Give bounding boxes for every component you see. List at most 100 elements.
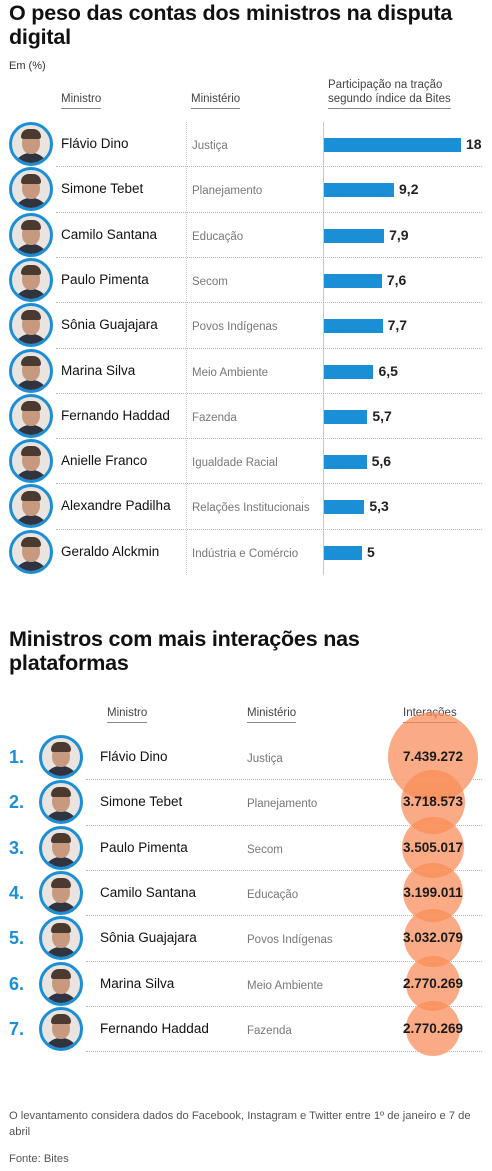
bar (324, 138, 461, 152)
ministry-name: Fazenda (192, 411, 237, 424)
minister-name: Fernando Haddad (100, 1020, 209, 1036)
avatar-body (44, 811, 78, 822)
row-divider (56, 302, 482, 304)
avatar-hair (21, 536, 41, 547)
minister-avatar (39, 916, 83, 961)
bar-value-label: 7,9 (389, 226, 409, 243)
chart1-header-value: Participação na tração segundo índice da… (328, 78, 451, 109)
interactions-value-label: 3.505.017 (402, 839, 464, 855)
minister-avatar (39, 1006, 83, 1051)
minister-avatar (9, 303, 53, 348)
avatar-body (44, 1037, 78, 1048)
avatar-hair (21, 174, 41, 185)
avatar-body (14, 424, 48, 435)
bar-value-label: 7,6 (386, 271, 407, 288)
avatar-hair (51, 877, 71, 888)
row-divider (56, 256, 482, 258)
ministry-name: Meio Ambiente (192, 366, 269, 379)
avatar-body (14, 560, 48, 571)
interactions-value-label: 3.718.573 (402, 794, 464, 810)
row-divider (86, 824, 482, 826)
minister-avatar (9, 484, 53, 529)
rank-number: 4. (9, 882, 25, 903)
ministry-name: Povos Indígenas (192, 321, 278, 334)
row-divider (56, 166, 482, 168)
bar (324, 319, 383, 334)
avatar-body (44, 947, 78, 958)
minister-name: Paulo Pimenta (100, 839, 188, 855)
minister-name: Sônia Guajajara (100, 930, 197, 946)
avatar-hair (21, 400, 41, 411)
ministry-name: Justiça (247, 753, 283, 765)
minister-name: Fernando Haddad (61, 407, 170, 423)
ministry-name: Indústria e Comércio (192, 547, 299, 560)
bar (324, 364, 374, 379)
avatar-body (14, 334, 48, 345)
row-divider (56, 528, 482, 530)
row-divider (86, 1005, 482, 1007)
minister-avatar (39, 735, 83, 779)
ministry-name: Planejamento (192, 185, 263, 198)
minister-name: Anielle Franco (61, 453, 148, 469)
minister-avatar (39, 961, 83, 1006)
bar (324, 545, 363, 560)
avatar-hair (21, 446, 41, 457)
minister-avatar (9, 212, 53, 257)
chart2-title: Ministros com mais interações nas plataf… (9, 627, 360, 675)
avatar-body (14, 470, 48, 481)
avatar-hair (51, 787, 71, 798)
minister-name: Marina Silva (100, 975, 175, 991)
bar (324, 273, 382, 288)
avatar-body (44, 901, 78, 912)
ministry-name: Igualdade Racial (192, 457, 278, 470)
minister-name: Sônia Guajajara (61, 317, 158, 333)
avatar-hair (21, 219, 41, 230)
avatar-body (14, 243, 48, 254)
rank-number: 1. (9, 747, 25, 767)
avatar-body (44, 766, 78, 776)
minister-name: Simone Tebet (61, 181, 144, 197)
ministry-name: Fazenda (247, 1024, 292, 1037)
avatar-hair (51, 968, 71, 979)
avatar-hair (51, 832, 71, 843)
chart2-header-minister: Ministro (107, 706, 148, 723)
minister-name: Paulo Pimenta (61, 271, 149, 287)
bar (324, 183, 395, 198)
minister-name: Simone Tebet (100, 794, 183, 810)
minister-name: Geraldo Alckmin (61, 543, 160, 559)
chart1-value-axis (323, 122, 324, 575)
row-divider (86, 960, 482, 962)
bar (324, 409, 368, 424)
avatar-body (14, 153, 48, 163)
row-divider (56, 438, 482, 440)
bar-value-label: 5,7 (372, 407, 392, 424)
ministry-name: Planejamento (247, 798, 318, 811)
row-divider (56, 347, 482, 349)
chart1-header-value-line2: segundo índice da Bites (328, 93, 451, 105)
bar-value-label: 5,6 (371, 453, 392, 470)
bar-value-label: 5,3 (369, 498, 389, 515)
avatar-body (14, 379, 48, 390)
minister-avatar (9, 348, 53, 393)
minister-name: Marina Silva (61, 362, 136, 378)
footer-note: O levantamento considera dados do Facebo… (9, 1110, 471, 1138)
bar (324, 228, 385, 243)
minister-avatar (39, 825, 83, 870)
chart1-column-divider (186, 122, 187, 575)
avatar-hair (21, 491, 41, 502)
rank-number: 3. (9, 837, 25, 858)
rank-number: 5. (9, 928, 25, 949)
ministry-name: Relações Institucionais (192, 502, 310, 515)
rank-number: 2. (9, 792, 25, 813)
minister-avatar (9, 257, 53, 302)
interactions-value-label: 2.770.269 (402, 975, 464, 991)
minister-name: Camilo Santana (100, 884, 197, 900)
bar-value-label: 7,7 (387, 317, 408, 334)
row-divider (56, 483, 482, 485)
row-divider (86, 915, 482, 917)
minister-avatar (9, 529, 53, 574)
avatar-hair (51, 923, 71, 934)
ministry-name: Meio Ambiente (247, 979, 324, 992)
rank-number: 7. (9, 1018, 25, 1039)
bar-value-label: 18 (466, 136, 482, 152)
